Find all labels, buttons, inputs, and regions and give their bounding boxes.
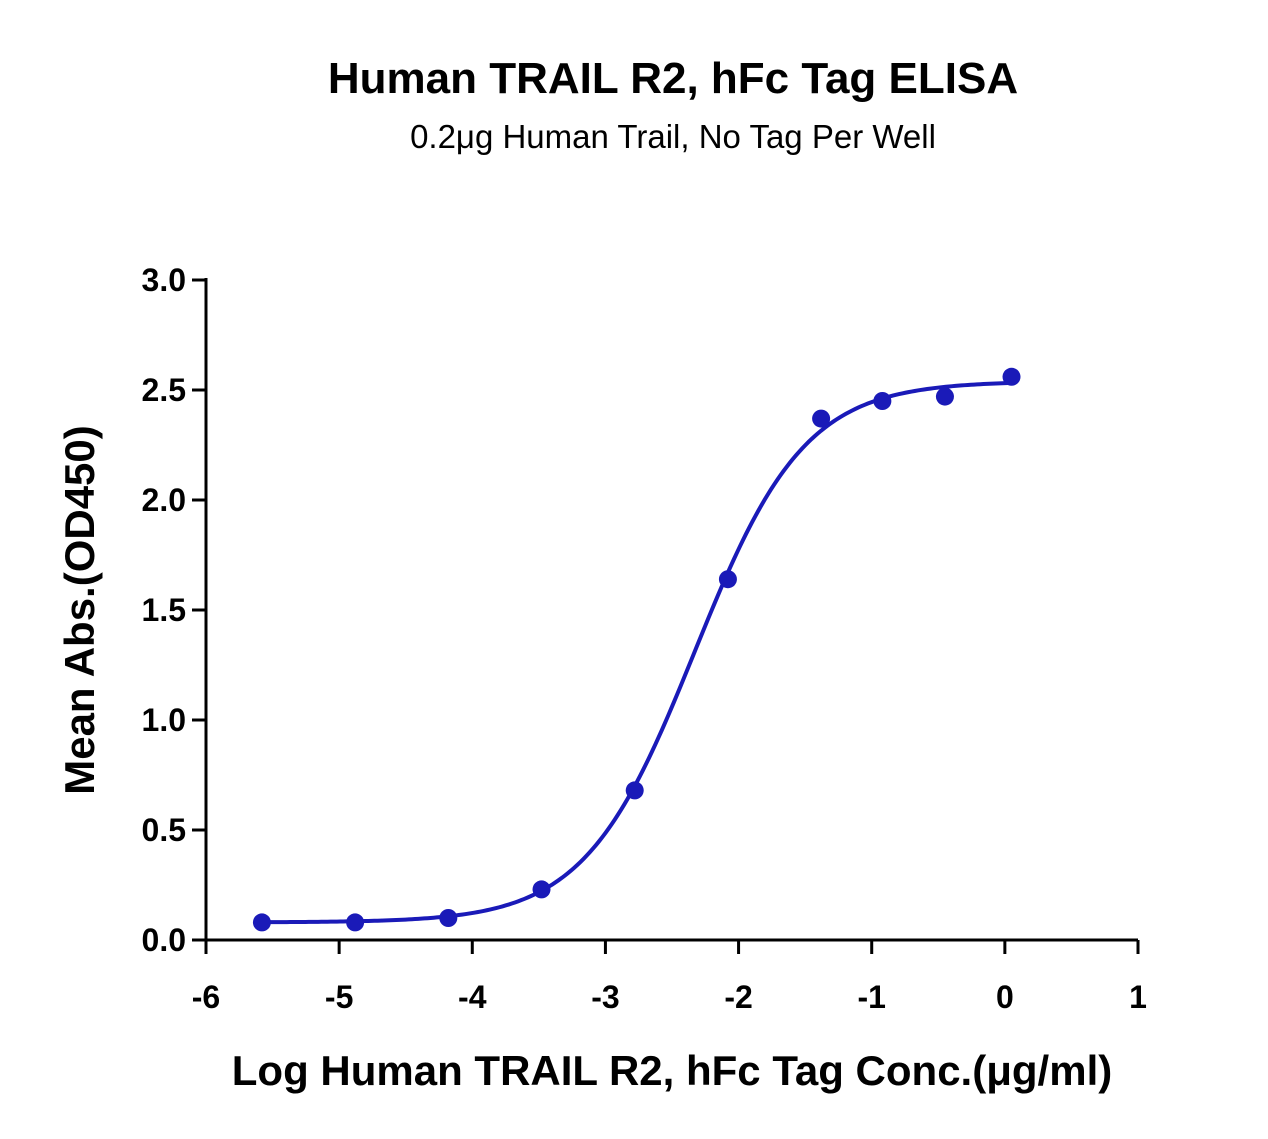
data-points (252, 367, 1021, 932)
y-tick-label: 1.0 (142, 702, 186, 738)
x-tick-label: -6 (192, 979, 220, 1015)
data-point (346, 913, 365, 932)
chart-subtitle: 0.2μg Human Trail, No Tag Per Well (410, 118, 936, 155)
x-axis-title: Log Human TRAIL R2, hFc Tag Conc.(μg/ml) (232, 1047, 1112, 1094)
fit-curve (261, 380, 1012, 925)
y-axis-ticks: 0.0 0.5 1.0 1.5 2.0 2.5 3.0 (142, 262, 206, 958)
y-tick-label: 0.5 (142, 812, 186, 848)
data-point (439, 909, 458, 927)
y-tick-label: 3.0 (142, 262, 186, 298)
y-axis-title: Mean Abs.(OD450) (56, 425, 103, 795)
data-point (812, 409, 831, 428)
data-point (718, 570, 737, 589)
x-axis-ticks: -6 -5 -4 -3 -2 -1 0 1 (192, 940, 1147, 1015)
y-tick-label: 2.5 (142, 372, 186, 408)
data-point (1002, 367, 1021, 386)
y-tick-label: 2.0 (142, 482, 186, 518)
x-tick-label: -1 (857, 979, 885, 1015)
data-point (935, 387, 954, 406)
y-tick-label: 1.5 (142, 592, 186, 628)
data-point (252, 913, 271, 932)
x-tick-label: 1 (1129, 979, 1147, 1015)
data-point (625, 781, 644, 800)
x-tick-label: -3 (591, 979, 619, 1015)
x-tick-label: 0 (996, 979, 1014, 1015)
x-tick-label: -2 (724, 979, 752, 1015)
y-tick-label: 0.0 (142, 922, 186, 958)
chart-title: Human TRAIL R2, hFc Tag ELISA (328, 54, 1018, 103)
x-tick-label: -5 (325, 979, 353, 1015)
x-tick-label: -4 (458, 979, 487, 1015)
data-point (532, 880, 551, 899)
data-point (873, 392, 892, 410)
